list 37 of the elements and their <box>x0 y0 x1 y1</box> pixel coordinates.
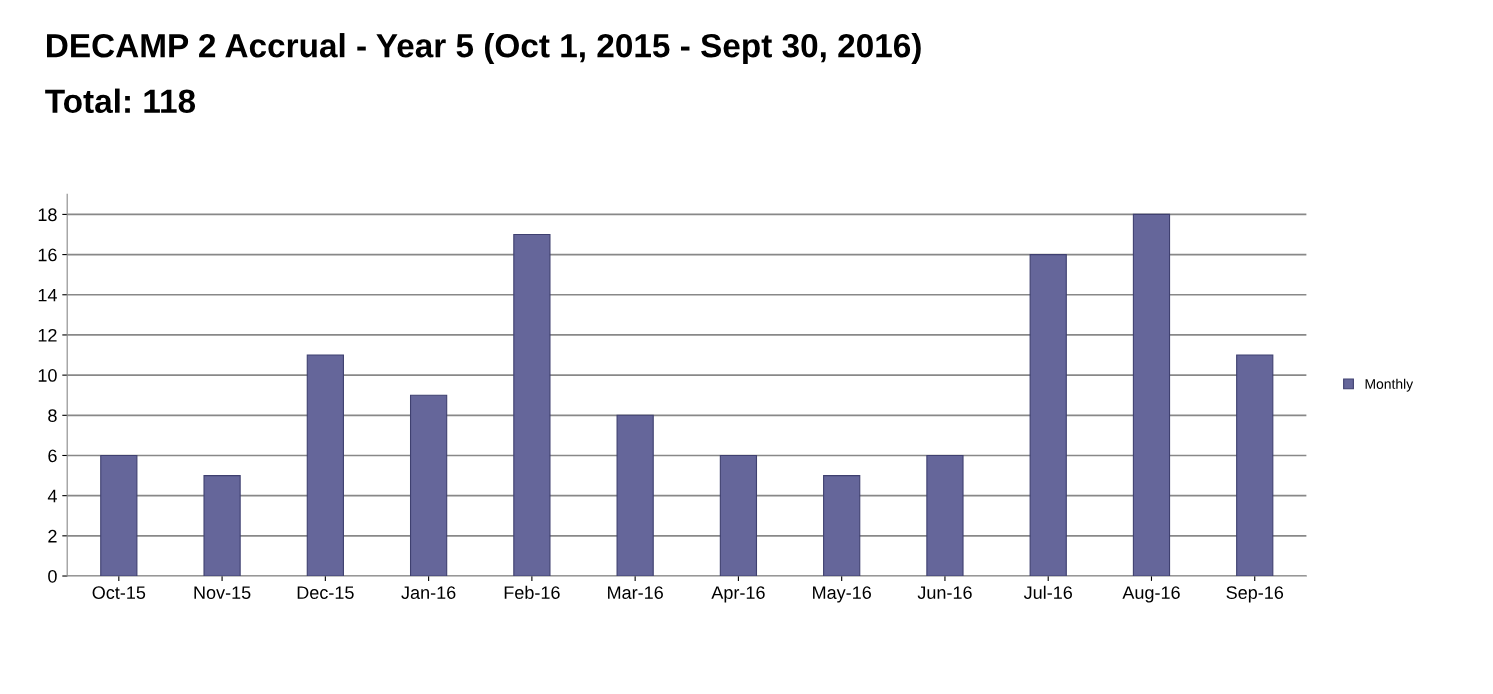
bar <box>1029 254 1067 577</box>
chart-title: DECAMP 2 Accrual - Year 5 (Oct 1, 2015 - Sept 30, 2016) <box>47 33 921 65</box>
bar <box>1132 213 1171 577</box>
x-tick-label: Nov-15 <box>194 586 251 599</box>
y-tick-label: 16 <box>38 248 57 262</box>
bar <box>513 233 551 577</box>
x-tick-label: Dec-15 <box>297 586 354 599</box>
y-tick-label: 18 <box>38 208 57 222</box>
bar <box>616 414 654 577</box>
x-tick-label: Apr-16 <box>711 586 765 603</box>
x-tick-label: Oct-15 <box>92 586 146 599</box>
legend-label: Monthly <box>1365 378 1414 392</box>
bar <box>203 475 241 577</box>
chart-subtitle: Total: 118 <box>45 88 196 114</box>
bar <box>1236 354 1274 577</box>
bar <box>306 354 344 577</box>
x-tick-label: May-16 <box>813 586 871 603</box>
x-tick-label: Jan-16 <box>401 586 456 599</box>
x-tick-label: Aug-16 <box>1122 586 1180 603</box>
y-tick-label: 8 <box>48 409 57 423</box>
y-tick-label: 0 <box>48 569 57 583</box>
y-tick-label: 12 <box>38 328 57 342</box>
y-tick-label: 4 <box>47 489 57 503</box>
x-tick-label: Sep-16 <box>1226 586 1284 603</box>
y-tick-label: 2 <box>48 529 57 543</box>
bar <box>100 454 138 577</box>
bar <box>823 475 861 577</box>
y-tick-label: 10 <box>38 369 57 382</box>
y-tick-label: 6 <box>48 449 57 463</box>
x-tick-label: Feb-16 <box>504 585 560 599</box>
x-tick-label: Jul-16 <box>1023 585 1073 599</box>
x-tick-label: Jun-16 <box>917 586 972 599</box>
bar <box>409 394 448 577</box>
bar <box>719 454 758 577</box>
y-tick-label: 14 <box>38 288 57 302</box>
x-tick-label: Mar-16 <box>608 586 663 599</box>
bar <box>926 454 964 577</box>
